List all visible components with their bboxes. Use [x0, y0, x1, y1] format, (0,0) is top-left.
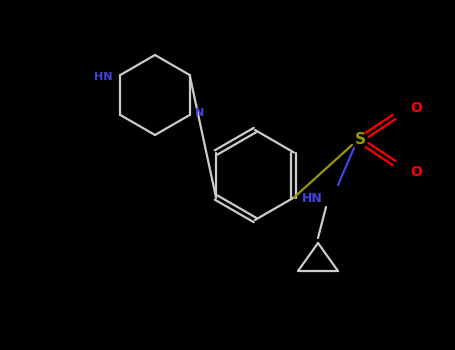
Text: O: O — [410, 101, 422, 115]
Text: N: N — [195, 108, 204, 118]
Text: HN: HN — [94, 72, 112, 82]
Text: O: O — [410, 165, 422, 179]
Text: S: S — [354, 133, 365, 147]
Text: HN: HN — [302, 193, 323, 205]
